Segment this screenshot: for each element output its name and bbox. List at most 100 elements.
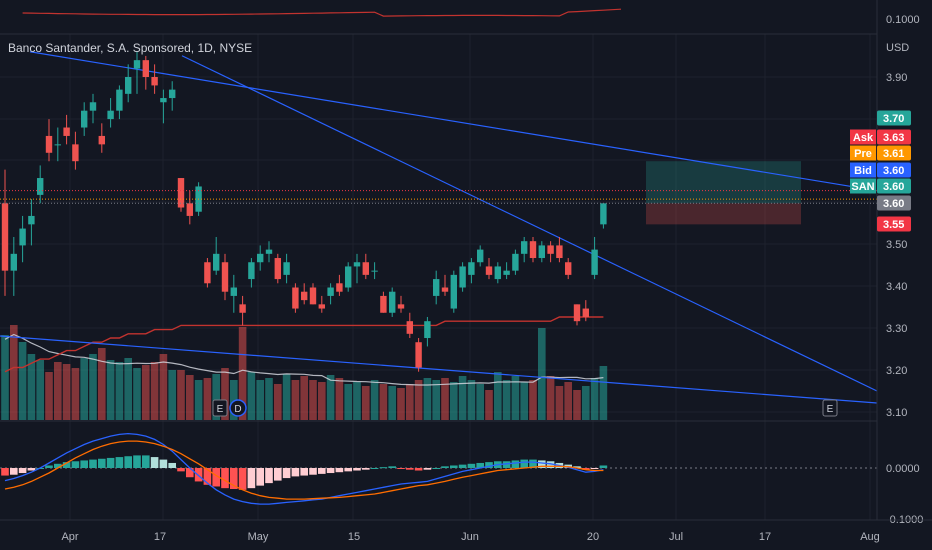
candle-body: [265, 249, 273, 254]
candle-body: [301, 291, 308, 301]
macd-histogram-bar: [159, 459, 168, 468]
volume-bar: [212, 374, 220, 420]
macd-histogram-bar: [406, 468, 414, 470]
volume-bar: [300, 376, 308, 420]
candle-body: [81, 110, 88, 128]
event-marker-label: D: [234, 404, 241, 415]
price-badge-label-bg: [850, 129, 876, 145]
volume-bar: [326, 375, 335, 420]
candle-body: [309, 287, 317, 305]
macd-histogram-bar: [309, 468, 317, 475]
volume-bar: [71, 368, 80, 420]
macd-histogram-bar: [247, 468, 256, 489]
long-position-box[interactable]: [646, 161, 801, 225]
candle-body: [327, 287, 334, 296]
volume-bar: [168, 370, 176, 420]
candle-body: [177, 178, 185, 208]
candle-body: [125, 77, 132, 94]
volume-bar: [406, 384, 414, 420]
volume-bar: [353, 382, 361, 420]
volume-bar: [159, 354, 168, 420]
time-axis[interactable]: Apr 17 May 15 Jun 20 Jul 17 Aug: [0, 519, 932, 543]
volume-bar: [186, 375, 194, 420]
price-axis[interactable]: 0.1000USD3.903.503.403.303.203.100.0000-…: [876, 0, 932, 526]
macd-histogram-bar: [10, 468, 18, 475]
candle-body: [239, 304, 246, 313]
price-badge-label-bg: [850, 178, 876, 194]
price-tick-label: 3.40: [886, 281, 907, 293]
candle-body: [565, 262, 572, 275]
candle-body: [600, 203, 607, 225]
candle-body: [380, 295, 387, 313]
volume-bar: [362, 386, 370, 420]
volume-bar: [54, 362, 62, 420]
candle-body: [547, 245, 554, 254]
macd-histogram-bar: [62, 462, 71, 468]
trendlines[interactable]: [0, 51, 878, 404]
price-badge-label: SAN: [851, 181, 874, 193]
volume-ma-line: [4, 333, 604, 386]
candle-body: [362, 262, 369, 275]
price-badge-value: 3.60: [883, 181, 904, 193]
macd-histogram-bar: [115, 457, 124, 468]
candlesticks: [1, 51, 607, 372]
volume-bar: [494, 372, 502, 420]
macd-histogram-bar: [353, 468, 361, 471]
volume-bar: [194, 380, 203, 420]
candle-body: [529, 241, 537, 259]
price-tick-label: 3.30: [886, 323, 907, 335]
volume-bar: [282, 374, 291, 420]
volume-bar: [529, 380, 537, 420]
macd-histogram-bar: [54, 463, 62, 468]
price-badge-label: Ask: [853, 132, 874, 144]
volume-bar: [485, 390, 493, 420]
earnings-marker: [212, 399, 228, 417]
volume-bar: [62, 364, 71, 420]
price-badge-value: 3.70: [883, 113, 904, 125]
candle-body: [353, 262, 361, 267]
volume-bar: [520, 382, 528, 420]
candle-body: [485, 266, 493, 275]
stop-zone: [646, 203, 801, 225]
candle-body: [248, 262, 255, 280]
volume-bar: [221, 368, 229, 420]
price-badge-value: 3.60: [883, 198, 904, 210]
price-badge: [877, 145, 911, 161]
candle-body: [1, 203, 9, 271]
candle-body: [477, 249, 484, 263]
candle-body: [318, 304, 325, 309]
price-badge: [877, 195, 911, 211]
volume-bar: [98, 348, 106, 420]
volume-bar: [106, 360, 115, 420]
volume-bar: [555, 386, 564, 420]
macd-histogram-bar: [150, 457, 159, 468]
price-lines: [0, 190, 877, 204]
macd-pane: [0, 432, 877, 505]
macd-histogram-bar: [458, 464, 467, 468]
macd-histogram-bar: [362, 468, 370, 470]
candle-body: [37, 178, 44, 195]
macd-histogram-bar: [168, 462, 176, 468]
macd-histogram-bar: [414, 468, 423, 471]
event-marker-label: E: [217, 404, 224, 415]
candle-body: [415, 342, 422, 368]
volume-bar: [318, 382, 326, 420]
macd-histogram-bar: [300, 468, 308, 476]
top-indicator-line: [22, 8, 622, 17]
macd-histogram-bar: [238, 468, 247, 490]
candle-body: [63, 127, 70, 136]
macd-histogram-bar: [511, 460, 520, 468]
symbol-title[interactable]: Banco Santander, S.A. Sponsored, 1D, NYS…: [8, 41, 253, 55]
candle-body: [389, 291, 396, 313]
candle-body: [512, 253, 519, 271]
volume-bar: [115, 362, 124, 420]
macd-histogram-bar: [502, 461, 511, 468]
volume-bar: [564, 382, 572, 420]
candle-body: [538, 245, 545, 259]
volume-bar: [450, 382, 458, 420]
volume-bar: [590, 378, 599, 420]
volume-moving-average: [4, 333, 604, 386]
price-badge-label-bg: [850, 145, 876, 161]
